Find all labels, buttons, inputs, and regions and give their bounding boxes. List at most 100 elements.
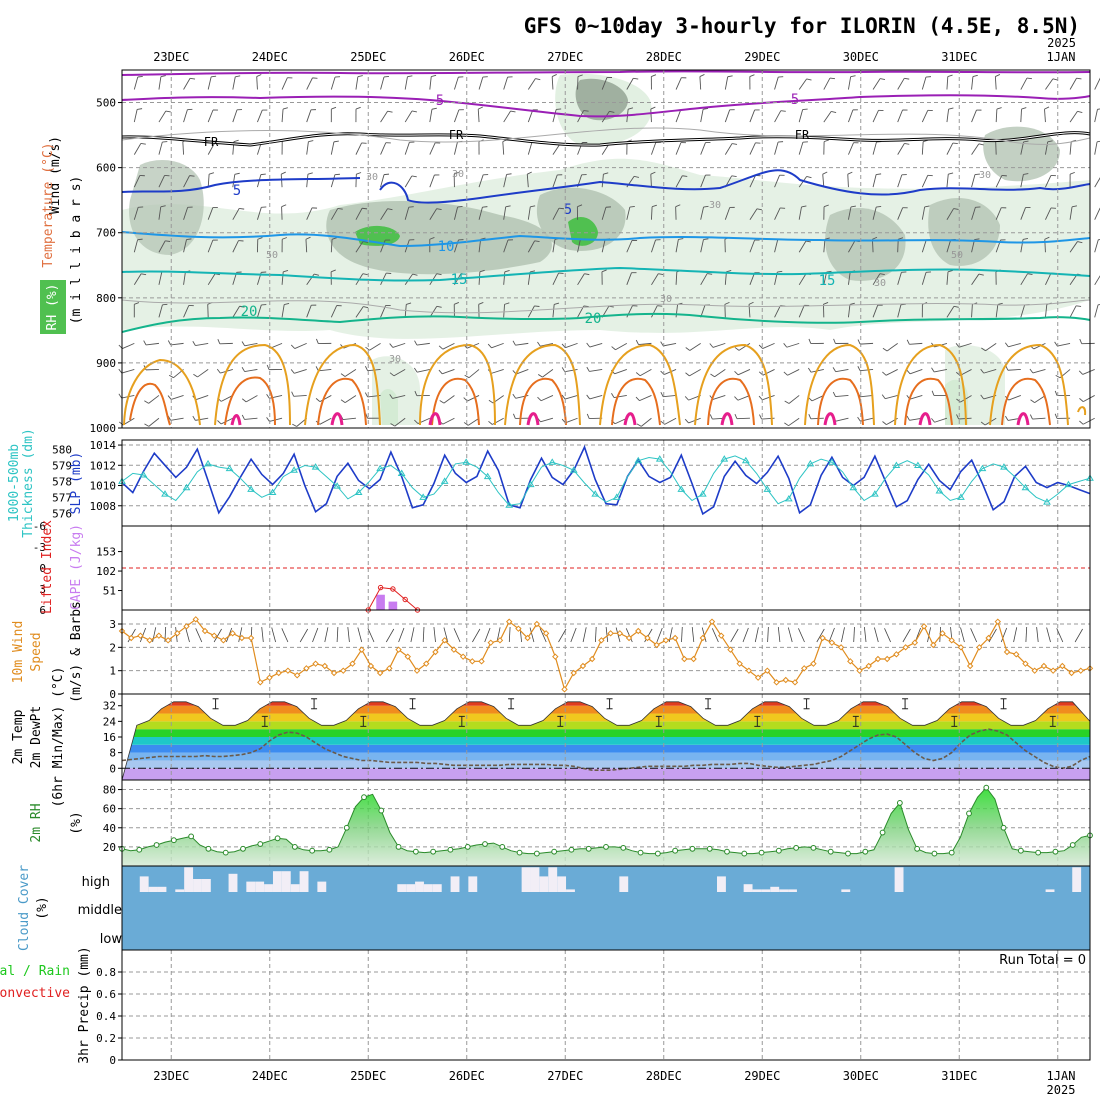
- surface-barb: [988, 628, 997, 643]
- wind-barb-flag: [826, 270, 832, 273]
- wind-barb: [995, 175, 1003, 188]
- pressure-axis: 500 600 700 800 900 1000: [90, 97, 122, 435]
- wind-barb: [380, 208, 388, 220]
- temp-band: [122, 760, 1090, 769]
- wind-barb: [552, 174, 558, 188]
- wind-barb: [158, 141, 163, 155]
- wind-barb-flag: [724, 301, 730, 305]
- wind-barb: [675, 239, 679, 253]
- wind-barb-flag: [534, 305, 540, 307]
- wind-barb: [699, 76, 702, 90]
- wind-barb-flag: [411, 175, 417, 178]
- wind-barb-flag: [577, 204, 583, 208]
- svg-text:RH (%): RH (%): [45, 284, 60, 331]
- svg-text:15: 15: [451, 272, 468, 288]
- rh-point: [1017, 847, 1024, 854]
- wind-barb-flag: [337, 208, 343, 210]
- wind-barb: [724, 109, 731, 123]
- wind-barb: [909, 368, 923, 375]
- rh-shading: [122, 73, 1090, 425]
- wind-barb: [442, 368, 455, 375]
- wind-barb-flag: [956, 414, 959, 420]
- wind-barb-flag: [635, 396, 640, 401]
- thickness-marker: [849, 483, 858, 491]
- wind-speed-marker: [819, 634, 826, 642]
- tick-label: 0: [109, 1054, 116, 1067]
- wind-barb: [158, 110, 167, 123]
- wind-speed-marker: [1077, 667, 1084, 674]
- wind-barb: [133, 109, 138, 123]
- wind-barb: [848, 240, 856, 253]
- wind-barb-flag: [1079, 398, 1084, 402]
- wind-barb-flag: [601, 269, 607, 273]
- wind-barb-flag: [504, 270, 510, 273]
- surface-barb: [927, 627, 932, 643]
- wind-speed-marker: [994, 618, 1002, 625]
- wind-barb: [738, 343, 751, 351]
- cloud-gap: [1045, 889, 1055, 892]
- wind-barb: [404, 175, 413, 188]
- rh-point: [654, 850, 661, 857]
- surface-barb: [398, 627, 405, 643]
- rh-point: [948, 849, 955, 856]
- wind-speed-marker: [588, 655, 596, 663]
- tick-label: 153: [96, 546, 116, 559]
- wind-speed-marker: [662, 637, 670, 644]
- precip-grid: [122, 950, 1090, 1060]
- wind-barb-flag: [1054, 413, 1058, 419]
- wind-barb-flag: [947, 269, 953, 273]
- wind-barb-flag: [233, 139, 239, 143]
- wind-barb: [638, 342, 652, 346]
- wind-speed-marker: [828, 639, 836, 646]
- wind-barb: [811, 395, 824, 402]
- rh-point: [585, 845, 592, 852]
- li-tick: 0: [39, 562, 46, 575]
- wind-barb-flag: [313, 273, 320, 276]
- wind-barb: [1094, 207, 1100, 220]
- wind-barb: [1094, 109, 1098, 123]
- wind-barb-flag: [948, 107, 954, 110]
- wind-barb-flag: [823, 139, 829, 143]
- date-label-bottom: 28DEC: [646, 1069, 682, 1083]
- tick-label: 1012: [90, 459, 117, 472]
- surface-barb: [828, 627, 835, 643]
- wind-barb: [1044, 109, 1046, 123]
- wind-barb-flag: [144, 400, 149, 404]
- surface-barb: [281, 628, 289, 643]
- cloud-gap: [521, 867, 531, 892]
- run-total: Run Total = 0: [999, 953, 1086, 968]
- wind-barb-flag: [406, 302, 412, 305]
- surface-barb: [841, 627, 845, 643]
- cloud-gap: [228, 873, 238, 892]
- wind-barb: [527, 206, 531, 220]
- date-label-bottom: 26DEC: [449, 1069, 485, 1083]
- wind-barb-flag: [134, 302, 140, 305]
- wind-barb: [651, 305, 658, 318]
- wind-barb-flag: [189, 175, 195, 177]
- wind-barb: [650, 174, 652, 188]
- wind-barb: [921, 76, 927, 90]
- svg-text:30: 30: [874, 278, 886, 289]
- cloud-gap: [619, 876, 629, 892]
- wind-barb: [847, 76, 852, 90]
- wind-barb: [158, 240, 166, 253]
- surface-barb: [691, 627, 695, 643]
- date-label-bottom: 27DEC: [547, 1069, 583, 1083]
- wind-speed-marker: [146, 637, 153, 644]
- wind-barb: [934, 368, 948, 373]
- wind-barb: [897, 272, 902, 285]
- wind-barb: [946, 142, 954, 155]
- wind-barb-flag: [436, 273, 442, 276]
- wind-barb: [207, 109, 214, 123]
- wind-barb-flag: [707, 273, 713, 275]
- wind-barb-flag: [650, 171, 656, 175]
- cloud-gap: [468, 876, 478, 892]
- wind-barb-flag: [611, 392, 615, 398]
- li-tick: -3: [33, 541, 46, 554]
- thickness-marker: [268, 488, 277, 496]
- wind-barb-flag: [699, 74, 705, 77]
- surface-barb: [484, 627, 491, 643]
- wind-barb: [467, 395, 480, 402]
- wind-barb-flag: [586, 394, 591, 400]
- wind-barb: [293, 395, 307, 397]
